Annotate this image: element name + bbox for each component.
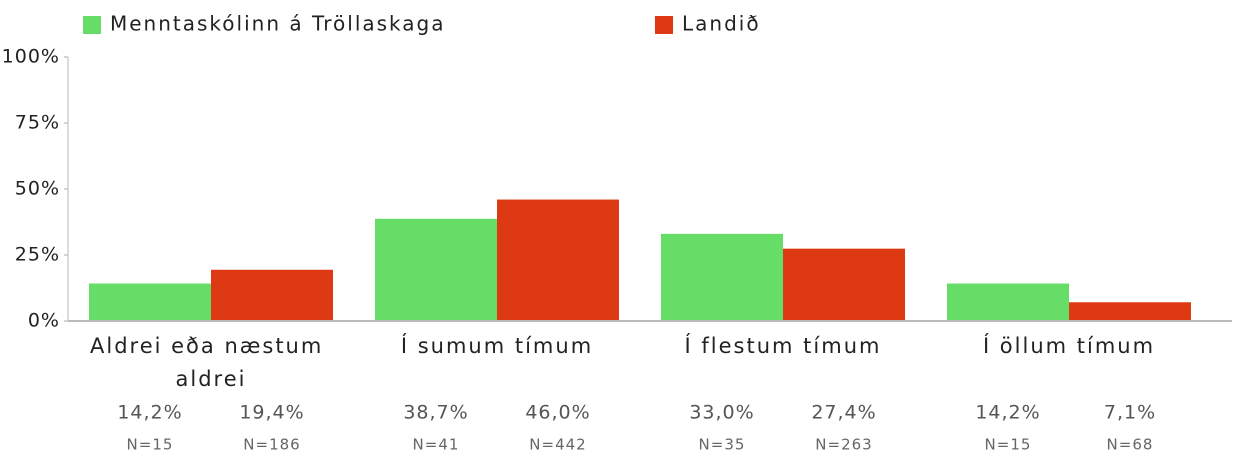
n-label: N=35 bbox=[699, 436, 746, 454]
value-label: 46,0% bbox=[525, 402, 590, 424]
n-label: N=68 bbox=[1107, 436, 1154, 454]
value-label: 14,2% bbox=[117, 402, 182, 424]
x-tick-label: Í flestum tímum bbox=[685, 333, 882, 358]
legend-swatch bbox=[655, 16, 673, 34]
x-tick-label: Í sumum tímum bbox=[401, 333, 593, 358]
value-label: 27,4% bbox=[811, 402, 876, 424]
bar bbox=[211, 269, 333, 321]
x-tick-label: Aldrei eða næstum aldrei bbox=[90, 334, 332, 391]
value-label: 14,2% bbox=[975, 402, 1040, 424]
value-label: 33,0% bbox=[689, 402, 754, 424]
bar bbox=[497, 199, 619, 321]
value-label: 19,4% bbox=[239, 402, 304, 424]
n-label: N=186 bbox=[243, 436, 300, 454]
bar bbox=[783, 248, 905, 321]
value-label: 38,7% bbox=[403, 402, 468, 424]
x-tick-label: Í öllum tímum bbox=[983, 333, 1155, 358]
bar bbox=[375, 218, 497, 321]
bar bbox=[89, 283, 211, 321]
legend-swatch bbox=[83, 16, 101, 34]
y-tick-label: 75% bbox=[15, 112, 60, 134]
y-tick-label: 100% bbox=[2, 46, 60, 68]
legend-label: Menntaskólinn á Tröllaskaga bbox=[110, 12, 446, 36]
bar bbox=[947, 283, 1069, 321]
y-tick-label: 0% bbox=[28, 310, 60, 332]
n-label: N=263 bbox=[815, 436, 872, 454]
legend-label: Landið bbox=[682, 12, 761, 36]
bar bbox=[661, 233, 783, 321]
n-label: N=41 bbox=[413, 436, 460, 454]
value-label: 7,1% bbox=[1104, 402, 1156, 424]
n-label: N=15 bbox=[127, 436, 174, 454]
bar bbox=[1069, 302, 1191, 321]
n-label: N=15 bbox=[985, 436, 1032, 454]
y-tick-label: 50% bbox=[15, 178, 60, 200]
y-tick-label: 25% bbox=[15, 244, 60, 266]
n-label: N=442 bbox=[529, 436, 586, 454]
